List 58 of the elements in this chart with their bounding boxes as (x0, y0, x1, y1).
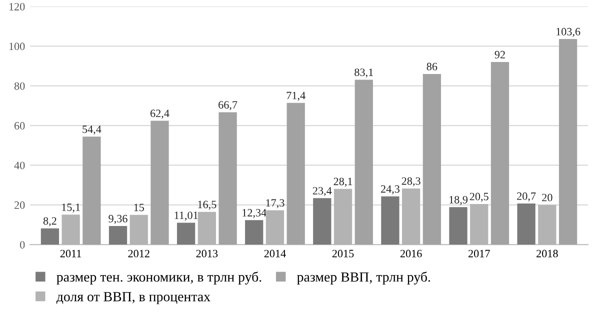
data-label: 20 (542, 194, 552, 202)
bar (150, 120, 169, 245)
data-label: 28,1 (334, 178, 352, 187)
bar (313, 198, 332, 245)
data-label: 16,5 (198, 200, 216, 210)
y-tick-label: 100 (9, 42, 25, 50)
y-tick-label: 80 (14, 82, 25, 90)
data-label: 92 (494, 50, 505, 58)
data-label: 23,4 (312, 187, 332, 196)
data-label: 28,3 (402, 177, 420, 186)
x-tick-label: 2015 (332, 250, 354, 258)
legend-label: размер ВВП, трлн руб. (297, 272, 430, 285)
bar (422, 74, 442, 245)
bar (381, 196, 400, 245)
data-label: 12,34 (242, 209, 266, 218)
bar (108, 226, 128, 245)
bar (218, 112, 237, 245)
data-label: 66,7 (218, 101, 238, 110)
bar (449, 207, 468, 245)
data-label: 54,4 (82, 126, 102, 135)
x-tick-label: 2016 (400, 250, 422, 258)
bar (354, 80, 373, 245)
data-label: 17,3 (266, 199, 284, 208)
bar (176, 222, 196, 245)
x-tick-label: 2014 (264, 250, 286, 258)
bar (517, 204, 536, 245)
data-label: 11,01 (174, 212, 198, 221)
y-tick-label: 20 (14, 201, 25, 209)
bar (40, 228, 60, 245)
data-label: 15,1 (62, 204, 80, 213)
y-tick-label: 0 (20, 241, 25, 249)
data-label: 24,3 (380, 185, 400, 194)
data-label: 103,6 (556, 28, 580, 37)
y-tick-label: 120 (9, 2, 25, 10)
data-label: 71,4 (286, 92, 306, 101)
bar (245, 220, 264, 245)
x-tick-label: 2011 (60, 250, 82, 258)
bar (286, 102, 305, 245)
data-label: 62,4 (150, 110, 170, 119)
bar (82, 136, 101, 245)
data-label: 83,1 (354, 68, 373, 78)
data-label: 8,2 (43, 217, 56, 226)
legend-label: доля от ВВП, в процентах (56, 292, 210, 304)
data-label: 15 (134, 204, 144, 212)
data-label: 9,36 (108, 214, 128, 224)
y-tick-label: 60 (14, 122, 25, 130)
y-tick-label: 40 (14, 162, 25, 170)
bar (558, 39, 578, 245)
x-tick-label: 2013 (196, 250, 218, 258)
data-label: 20,7 (517, 192, 536, 202)
data-label: 86 (426, 62, 438, 70)
data-label: 20,5 (470, 192, 488, 202)
x-tick-label: 2012 (128, 250, 150, 258)
legend-label: размер тен. экономики, в трлн руб. (56, 272, 262, 285)
x-tick-label: 2018 (536, 250, 558, 258)
data-label: 18,9 (450, 196, 468, 206)
bar (490, 62, 510, 245)
x-tick-label: 2017 (468, 250, 490, 258)
